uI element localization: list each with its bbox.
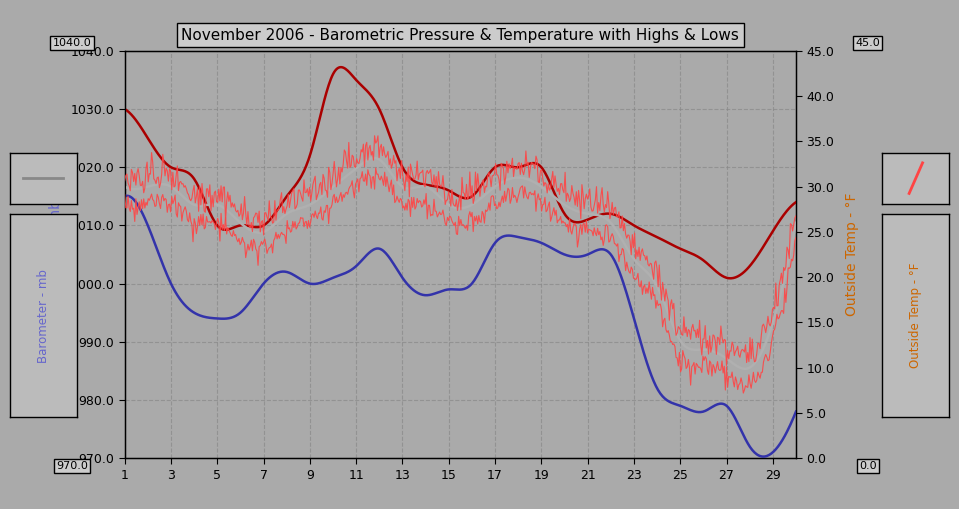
Text: 970.0: 970.0 [56,461,88,471]
Y-axis label: Barometer - mb: Barometer - mb [50,200,63,309]
Y-axis label: Outside Temp - °F: Outside Temp - °F [846,193,859,316]
Text: 0.0: 0.0 [859,461,877,471]
Text: Barometer - mb: Barometer - mb [36,269,50,362]
Title: November 2006 - Barometric Pressure & Temperature with Highs & Lows: November 2006 - Barometric Pressure & Te… [181,28,739,43]
Text: Outside Temp - °F: Outside Temp - °F [909,263,923,369]
Text: 1040.0: 1040.0 [53,38,91,48]
Text: 45.0: 45.0 [855,38,880,48]
